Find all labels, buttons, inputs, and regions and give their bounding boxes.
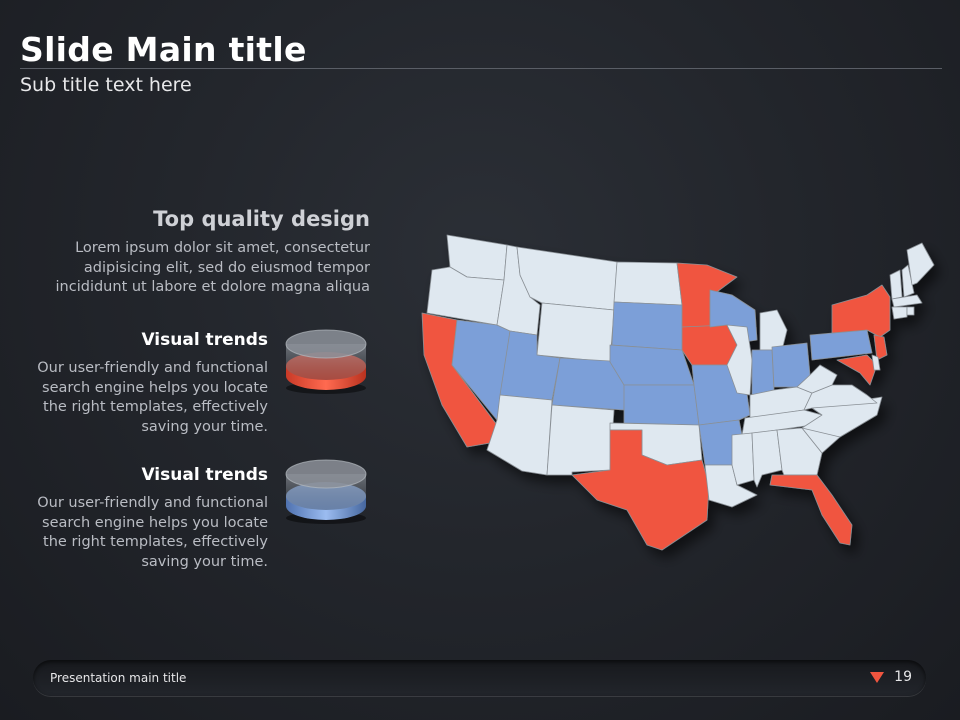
state-new-jersey [873, 334, 888, 361]
state-illinois [726, 324, 753, 396]
footer-bar: Presentation main title 19 [33, 660, 926, 696]
state-rhode-island [906, 306, 915, 316]
intro-heading: Top quality design [153, 207, 370, 231]
blue-disc-icon [282, 456, 370, 528]
state-indiana [751, 349, 775, 396]
slide-subtitle: Sub title text here [20, 74, 192, 96]
state-nebraska [609, 344, 695, 386]
intro-body: Lorem ipsum dolor sit amet, consectetur … [55, 240, 370, 295]
state-new-mexico [546, 404, 615, 476]
state-delaware [871, 354, 881, 371]
trend-2-title: Visual trends [141, 465, 268, 485]
state-mississippi [731, 432, 755, 486]
us-map [412, 225, 942, 555]
page-number: 19 [894, 669, 912, 685]
trend-2-body: Our user-friendly and functional search … [37, 495, 268, 570]
state-north-dakota [613, 261, 683, 306]
state-connecticut [891, 306, 908, 320]
state-maryland [836, 354, 878, 386]
state-texas [571, 429, 710, 551]
state-maine [906, 242, 935, 286]
title-divider [20, 68, 942, 69]
state-massachusetts [891, 294, 923, 308]
state-new-york [831, 284, 891, 338]
state-michigan [759, 309, 788, 351]
state-vermont [889, 269, 903, 300]
state-new-hampshire [901, 264, 915, 298]
trend-1-title: Visual trends [141, 330, 268, 350]
state-arizona [486, 394, 553, 476]
red-disc-icon [282, 326, 370, 398]
state-wyoming [536, 302, 615, 363]
trend-1-body: Our user-friendly and functional search … [37, 360, 268, 435]
state-florida [769, 474, 853, 546]
state-kansas [623, 384, 700, 426]
state-west-virginia [796, 364, 838, 394]
state-iowa [681, 324, 738, 366]
state-south-dakota [611, 301, 683, 351]
triangle-down-icon [870, 672, 884, 683]
footer-title: Presentation main title [50, 671, 187, 685]
slide-title: Slide Main title [20, 30, 307, 69]
